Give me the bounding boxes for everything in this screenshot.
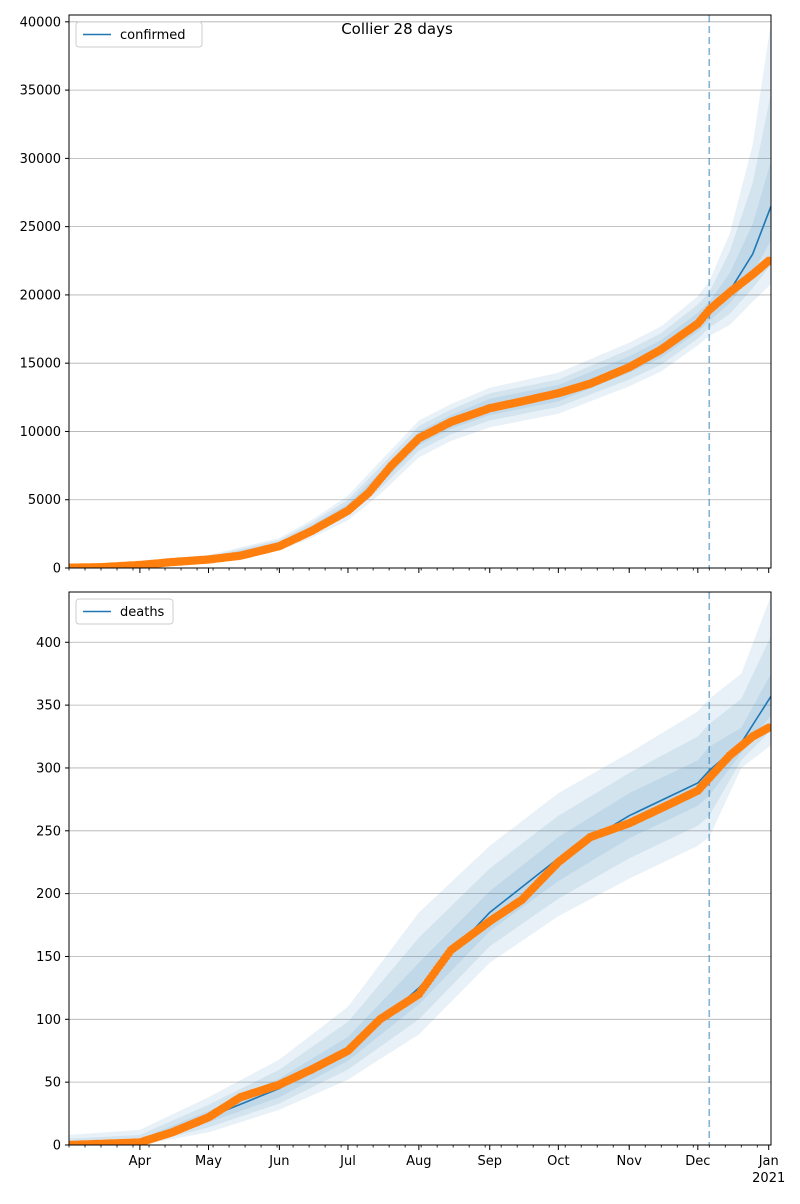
y-tick-label: 15000 <box>20 357 61 372</box>
y-tick-label: 5000 <box>28 493 61 508</box>
x-tick-label: Aug <box>406 1154 431 1169</box>
x-tick-label: Jan <box>758 1154 779 1169</box>
x-tick-label: Sep <box>477 1154 502 1169</box>
y-tick-label: 200 <box>36 887 61 902</box>
x-tick-label: Jul <box>339 1154 356 1169</box>
plot-frame <box>68 14 772 569</box>
y-tick-label: 35000 <box>20 84 61 99</box>
uncertainty-band-2 <box>69 636 771 1145</box>
model-line <box>69 205 771 568</box>
x-tick-label: Dec <box>685 1154 710 1169</box>
legend-box <box>75 598 174 625</box>
figure-title: Collier 28 days <box>341 20 453 38</box>
y-tick-label: 400 <box>36 636 61 651</box>
y-tick-label: 20000 <box>20 288 61 303</box>
uncertainty-band-2 <box>69 92 771 568</box>
y-tick-label: 40000 <box>20 15 61 30</box>
observed-point <box>764 256 771 265</box>
x-tick-label: May <box>195 1154 222 1169</box>
uncertainty-band-1 <box>69 595 771 1145</box>
legend-label: deaths <box>120 605 165 620</box>
y-tick-label: 300 <box>36 761 61 776</box>
y-tick-label: 25000 <box>20 220 61 235</box>
y-tick-label: 30000 <box>20 152 61 167</box>
observed-points <box>69 256 771 568</box>
x-year-label: 2021 <box>752 1171 785 1186</box>
y-tick-label: 100 <box>36 1013 61 1028</box>
x-tick-label: Oct <box>547 1154 569 1169</box>
plot-frame <box>68 591 772 1146</box>
chart-panel-confirmed: 0 5000 10000 15000 20000 25000 30000 35000 40000… <box>20 14 772 577</box>
y-tick-label: 10000 <box>20 425 61 440</box>
y-tick-label: 50 <box>44 1076 61 1091</box>
y-tick-label: 0 <box>53 562 61 577</box>
y-tick-label: 350 <box>36 699 61 714</box>
x-tick-label: Jun <box>268 1154 289 1169</box>
legend-box <box>75 21 203 48</box>
y-tick-label: 150 <box>36 950 61 965</box>
chart-panel-deaths: 0 50 100 150 200 250 300 350 400 Apr May Jun Jul Aug S… <box>36 591 785 1186</box>
x-tick-label: Apr <box>129 1154 152 1169</box>
observed-point <box>764 723 771 732</box>
plot-area <box>69 592 771 1145</box>
legend-label: confirmed <box>120 28 186 43</box>
plot-area <box>69 15 771 568</box>
x-tick-label: Nov <box>617 1154 643 1169</box>
y-tick-label: 0 <box>53 1139 61 1154</box>
observed-points <box>69 723 771 1145</box>
y-tick-label: 250 <box>36 824 61 839</box>
